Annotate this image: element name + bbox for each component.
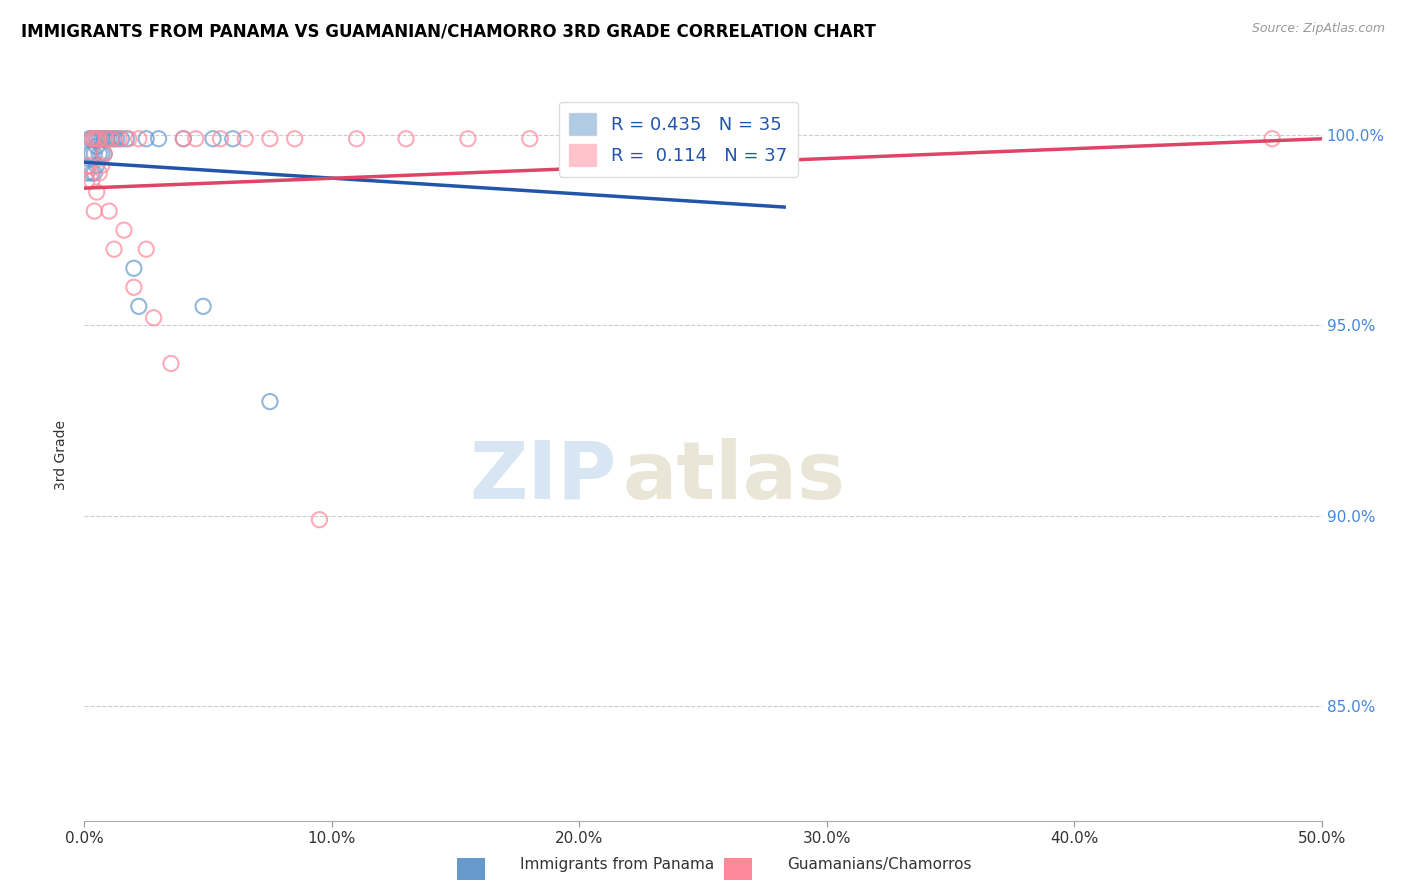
Point [135,242,157,256]
Point [202,132,225,146]
Point [209,132,232,146]
Point [86,132,108,146]
Point [93,147,115,161]
Point [519,132,541,146]
Point [100,132,122,146]
Point [346,132,368,146]
Point [76,174,98,188]
Text: Source: ZipAtlas.com: Source: ZipAtlas.com [1251,22,1385,36]
Point [766,132,789,146]
Point [259,394,281,409]
Point [118,132,141,146]
Point [308,513,330,527]
Point [122,280,145,294]
Point [160,357,183,371]
Point [191,299,214,313]
Point [259,132,281,146]
Text: Immigrants from Panama: Immigrants from Panama [520,857,714,872]
Point [86,158,108,172]
Point [1261,132,1284,146]
Point [128,299,150,313]
Point [86,185,108,199]
Point [86,139,108,153]
Point [83,147,105,161]
Point [93,147,115,161]
Point [83,132,105,146]
Point [83,132,105,146]
Point [103,132,125,146]
Point [80,132,103,146]
Point [79,147,101,161]
Point [148,132,170,146]
Point [184,132,207,146]
Point [172,132,194,146]
Point [457,132,479,146]
Point [135,132,157,146]
Point [100,132,122,146]
Point [79,132,101,146]
Legend: R = 0.435   N = 35, R =  0.114   N = 37: R = 0.435 N = 35, R = 0.114 N = 37 [558,102,799,177]
Point [395,132,418,146]
Point [93,132,115,146]
Point [233,132,256,146]
Point [128,132,150,146]
Point [83,204,105,219]
Point [90,158,112,172]
Point [105,132,128,146]
Point [96,132,118,146]
Point [89,132,111,146]
Point [83,166,105,180]
Point [89,147,111,161]
Point [122,261,145,276]
Point [79,158,101,172]
Point [80,166,103,180]
Y-axis label: 3rd Grade: 3rd Grade [55,420,69,490]
Point [80,132,103,146]
Point [86,132,108,146]
Point [89,166,111,180]
Point [80,174,103,188]
Point [90,132,112,146]
Point [112,223,135,237]
Text: ZIP: ZIP [470,438,616,516]
Point [98,132,121,146]
Point [89,132,111,146]
Point [96,132,118,146]
Text: Guamanians/Chamorros: Guamanians/Chamorros [787,857,972,872]
Point [115,132,138,146]
Text: IMMIGRANTS FROM PANAMA VS GUAMANIAN/CHAMORRO 3RD GRADE CORRELATION CHART: IMMIGRANTS FROM PANAMA VS GUAMANIAN/CHAM… [21,22,876,40]
Point [76,166,98,180]
Point [103,242,125,256]
Point [90,147,112,161]
Point [108,132,131,146]
Point [142,310,165,325]
Point [284,132,307,146]
Point [172,132,194,146]
Point [110,132,132,146]
Text: atlas: atlas [623,438,845,516]
Point [80,147,103,161]
Point [222,132,245,146]
Point [98,204,121,219]
Point [617,132,640,146]
